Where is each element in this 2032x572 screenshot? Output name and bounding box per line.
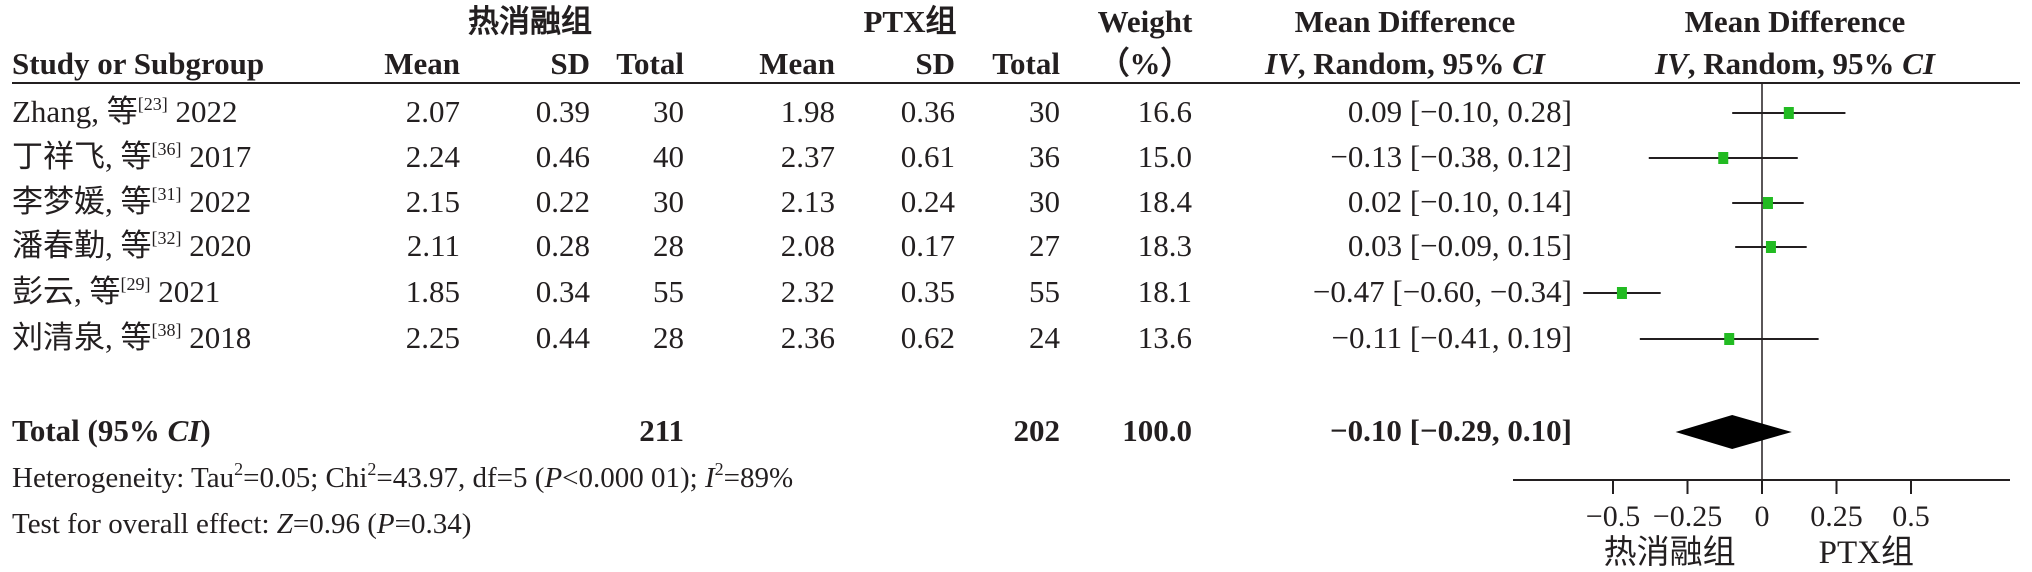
exp-total: 40: [653, 139, 684, 174]
ctrl-sd: 0.35: [900, 274, 955, 309]
exp-total: 30: [653, 94, 684, 129]
x-tick-label: 0.25: [1810, 500, 1863, 533]
ctrl-total-header: Total: [992, 46, 1060, 81]
md-ci-text: −0.13 [−0.38, 0.12]: [1330, 139, 1572, 174]
ctrl-group-title: PTX组: [863, 4, 957, 39]
ctrl-mean-header: Mean: [759, 46, 835, 81]
ctrl-sd: 0.36: [900, 94, 955, 129]
x-tick-label: 0: [1755, 500, 1770, 533]
exp-sd: 0.39: [535, 94, 590, 129]
ctrl-sd: 0.24: [900, 184, 955, 219]
study-marker: [1718, 152, 1729, 164]
study-name: 潘春勤, 等[32] 2020: [12, 228, 252, 263]
md-ci-text: 0.09 [−0.10, 0.28]: [1347, 94, 1572, 129]
weight-unit-header: （%）: [1098, 46, 1192, 81]
plot-method-header: IV, Random, 95% CI: [1655, 46, 1935, 81]
exp-mean: 2.25: [405, 320, 460, 355]
ctrl-total: 36: [1029, 139, 1060, 174]
table-row: 刘清泉, 等[38] 2018 2.25 0.44 28 2.36 0.62 2…: [0, 320, 1580, 364]
pooled-diamond: [1675, 415, 1792, 449]
exp-group-title: 热消融组: [468, 4, 592, 39]
ctrl-mean: 2.37: [780, 139, 835, 174]
exp-mean: 2.11: [406, 228, 460, 263]
favours-left-label: 热消融组: [1604, 534, 1736, 571]
x-tick-label: 0.5: [1892, 500, 1930, 533]
study-marker: [1783, 107, 1794, 119]
total-weight: 100.0: [1122, 413, 1192, 448]
ctrl-mean: 2.13: [780, 184, 835, 219]
ctrl-total: 27: [1029, 228, 1060, 263]
study-marker: [1762, 197, 1773, 209]
table-row: 潘春勤, 等[32] 2020 2.11 0.28 28 2.08 0.17 2…: [0, 228, 1580, 272]
study-marker: [1616, 287, 1627, 299]
x-tick-label: −0.5: [1586, 500, 1640, 533]
study-name: 李梦媛, 等[31] 2022: [12, 184, 252, 219]
exp-total-sum: 211: [639, 413, 684, 448]
weight-value: 16.6: [1137, 94, 1192, 129]
study-name: 彭云, 等[29] 2021: [12, 274, 221, 309]
weight-header: Weight: [1097, 4, 1193, 39]
exp-total-header: Total: [616, 46, 684, 81]
ctrl-total: 30: [1029, 94, 1060, 129]
study-name: Zhang, 等[23] 2022: [12, 94, 238, 129]
ctrl-total: 24: [1029, 320, 1060, 355]
ctrl-mean: 2.08: [780, 228, 835, 263]
exp-sd: 0.44: [535, 320, 590, 355]
weight-value: 18.3: [1137, 228, 1192, 263]
total-label: Total (95% CI): [12, 413, 211, 448]
study-marker: [1724, 333, 1735, 345]
total-row: Total (95% CI) 211 202 100.0 −0.10 [−0.2…: [0, 413, 1580, 457]
ctrl-mean: 2.36: [780, 320, 835, 355]
md-ci-text: −0.47 [−0.60, −0.34]: [1312, 274, 1572, 309]
exp-sd: 0.34: [535, 274, 590, 309]
weight-value: 13.6: [1137, 320, 1192, 355]
study-column-header: Study or Subgroup: [12, 46, 265, 81]
heterogeneity-text: Heterogeneity: Tau2=0.05; Chi2=43.97, df…: [12, 459, 794, 494]
exp-total: 55: [653, 274, 684, 309]
favours-right-label: PTX组: [1819, 534, 1914, 571]
table-row: Zhang, 等[23] 2022 2.07 0.39 30 1.98 0.36…: [0, 94, 1580, 138]
exp-total: 28: [653, 228, 684, 263]
ctrl-mean: 2.32: [780, 274, 835, 309]
table-row: 李梦媛, 等[31] 2022 2.15 0.22 30 2.13 0.24 3…: [0, 184, 1580, 228]
md-ci-text: 0.03 [−0.09, 0.15]: [1347, 228, 1572, 263]
plot-header-title: Mean Difference: [1684, 4, 1906, 39]
exp-sd-header: SD: [550, 46, 590, 81]
weight-value: 15.0: [1137, 139, 1192, 174]
exp-mean: 2.24: [405, 139, 460, 174]
ctrl-total: 30: [1029, 184, 1060, 219]
table-row: 彭云, 等[29] 2021 1.85 0.34 55 2.32 0.35 55…: [0, 274, 1580, 318]
exp-sd: 0.22: [535, 184, 590, 219]
ctrl-total: 55: [1029, 274, 1060, 309]
weight-value: 18.4: [1137, 184, 1192, 219]
overall-effect-text: Test for overall effect: Z=0.96 (P=0.34): [12, 508, 472, 540]
exp-sd: 0.28: [535, 228, 590, 263]
md-ci-text: 0.02 [−0.10, 0.14]: [1347, 184, 1572, 219]
exp-sd: 0.46: [535, 139, 590, 174]
weight-value: 18.1: [1137, 274, 1192, 309]
exp-mean-header: Mean: [384, 46, 460, 81]
study-name: 丁祥飞, 等[36] 2017: [12, 139, 252, 174]
ctrl-sd: 0.62: [900, 320, 955, 355]
md-header-title: Mean Difference: [1294, 4, 1516, 39]
md-ci-text: −0.11 [−0.41, 0.19]: [1331, 320, 1572, 355]
ctrl-sd: 0.17: [900, 228, 955, 263]
study-name: 刘清泉, 等[38] 2018: [12, 320, 252, 355]
exp-mean: 1.85: [405, 274, 460, 309]
study-marker: [1765, 241, 1776, 253]
exp-mean: 2.07: [405, 94, 460, 129]
exp-total: 30: [653, 184, 684, 219]
exp-total: 28: [653, 320, 684, 355]
ctrl-sd: 0.61: [900, 139, 955, 174]
total-ci-text: −0.10 [−0.29, 0.10]: [1330, 413, 1572, 448]
ctrl-total-sum: 202: [1013, 413, 1061, 448]
x-tick-label: −0.25: [1653, 500, 1722, 533]
table-row: 丁祥飞, 等[36] 2017 2.24 0.46 40 2.37 0.61 3…: [0, 139, 1580, 183]
exp-mean: 2.15: [405, 184, 460, 219]
ctrl-sd-header: SD: [915, 46, 955, 81]
ctrl-mean: 1.98: [780, 94, 835, 129]
md-method-header: IV, Random, 95% CI: [1265, 46, 1545, 81]
